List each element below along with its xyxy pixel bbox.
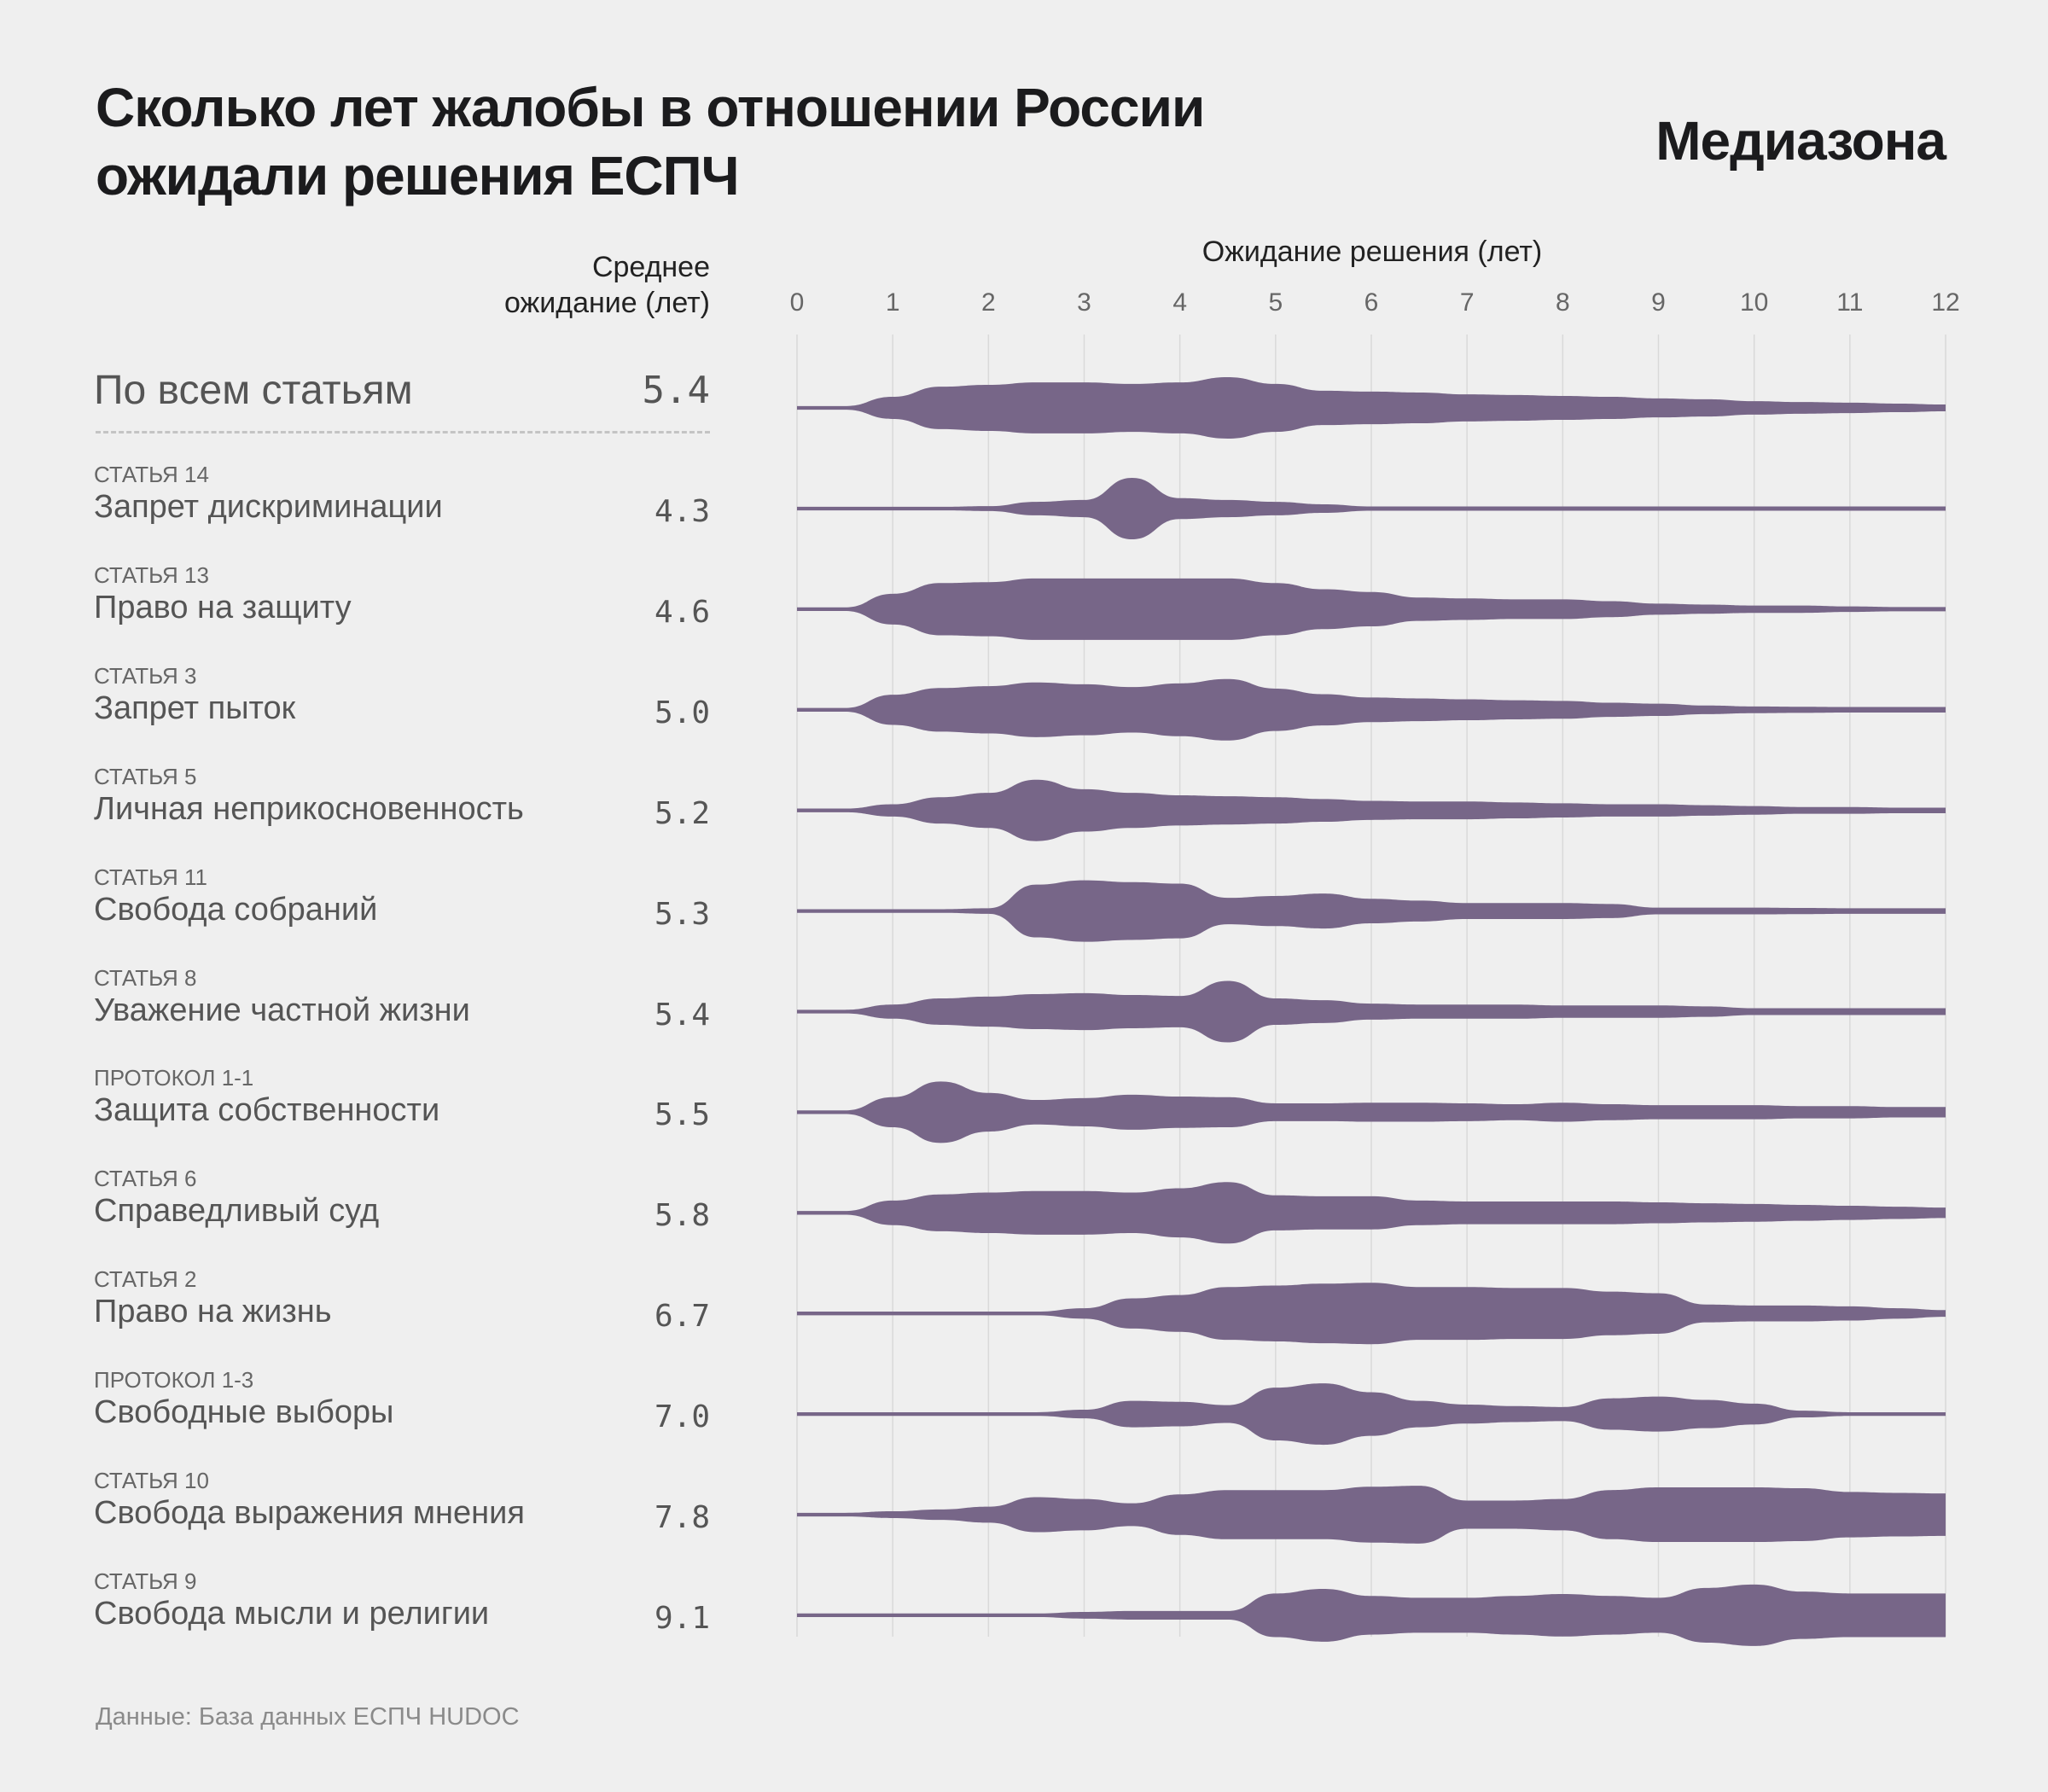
row-label: СТАТЬЯ 2 Право на жизнь (94, 1266, 623, 1331)
gridlines (796, 335, 1946, 1637)
row-label: СТАТЬЯ 3 Запрет пыток (94, 663, 623, 728)
x-tick-label: 0 (789, 288, 805, 317)
row-label: СТАТЬЯ 11 Свобода собраний (94, 864, 623, 929)
x-tick-label: 12 (1931, 288, 1960, 317)
row-category: СТАТЬЯ 9 (94, 1568, 197, 1594)
violin-series (797, 1081, 1946, 1143)
x-tick-label: 7 (1459, 288, 1475, 317)
row-mean-value: 5.4 (654, 997, 710, 1033)
x-axis-title: Ожидание решения (лет) (1201, 236, 1543, 268)
row-label: СТАТЬЯ 8 Уважение частной жизни (94, 965, 623, 1030)
violins (797, 377, 1946, 1646)
row-mean-value: 5.2 (654, 795, 710, 831)
x-tick-label: 9 (1651, 288, 1666, 317)
row-label: СТАТЬЯ 10 Свобода выражения мнения (94, 1468, 623, 1533)
violin-series (797, 1283, 1946, 1345)
x-tick-label: 2 (980, 288, 996, 317)
row-category: СТАТЬЯ 14 (94, 462, 209, 487)
row-category: ПРОТОКОЛ 1-3 (94, 1367, 254, 1393)
violin-series (797, 1486, 1946, 1544)
x-tick-label: 11 (1836, 288, 1864, 317)
row-mean-value: 5.5 (654, 1097, 710, 1133)
row-category: СТАТЬЯ 3 (94, 662, 197, 689)
violin-series (797, 779, 1946, 841)
row-name: Личная неприкосновенность (94, 790, 524, 827)
row-mean-value: 5.8 (654, 1198, 710, 1234)
row-label: СТАТЬЯ 13 Право на защиту (94, 562, 623, 627)
row-mean-value: 6.7 (654, 1299, 710, 1335)
dashed-divider (96, 431, 710, 433)
row-category: СТАТЬЯ 13 (94, 561, 209, 588)
row-name: Свобода выражения мнения (94, 1495, 525, 1531)
row-mean-value: 7.8 (654, 1500, 710, 1535)
row-category: СТАТЬЯ 2 (94, 1266, 197, 1293)
mean-header-line-2: ожидание (лет) (504, 287, 710, 319)
row-category: ПРОТОКОЛ 1-1 (94, 1065, 254, 1091)
mediazona-logo: Медиазона (1655, 110, 1946, 172)
row-category: СТАТЬЯ 10 (94, 1468, 209, 1493)
row-label: СТАТЬЯ 5 Личная неприкосновенность (94, 764, 623, 829)
row-name: Справедливый суд (94, 1193, 380, 1230)
mean-column-header: Среднее ожидание (лет) (369, 249, 710, 321)
violin-series (797, 1584, 1946, 1646)
violin-series (797, 478, 1946, 539)
row-name: Право на жизнь (94, 1294, 332, 1330)
row-name: Запрет пыток (94, 689, 296, 726)
mean-header-line-1: Среднее (591, 251, 710, 283)
row-label: ПРОТОКОЛ 1-3 Свободные выборы (94, 1367, 623, 1432)
x-tick-label: 3 (1077, 288, 1091, 317)
row-category: СТАТЬЯ 8 (94, 964, 197, 991)
row-mean-value: 5.0 (654, 695, 710, 730)
row-name: Запрет дискриминации (94, 489, 443, 525)
violin-series (797, 578, 1946, 640)
overall-label: По всем статьям (94, 368, 413, 413)
row-category: СТАТЬЯ 11 (94, 864, 208, 890)
row-name: Свобода мысли и религии (94, 1595, 490, 1632)
row-mean-value: 5.3 (654, 896, 710, 932)
row-mean-value: 9.1 (654, 1600, 710, 1636)
x-tick-label: 10 (1739, 288, 1769, 317)
title-line-2: ожидали решения ЕСПЧ (96, 145, 740, 207)
row-category: СТАТЬЯ 5 (94, 763, 197, 789)
x-tick-label: 4 (1172, 288, 1187, 317)
row-name: Свобода собраний (94, 891, 378, 928)
row-label: СТАТЬЯ 6 Справедливый суд (94, 1166, 623, 1231)
overall-mean: 5.4 (642, 369, 710, 412)
source-note: Данные: База данных ЕСПЧ HUDOC (96, 1703, 520, 1731)
chart-title: Сколько лет жалобы в отношении России ож… (96, 73, 1341, 210)
violin-series (797, 980, 1946, 1043)
title-line-1: Сколько лет жалобы в отношении России (96, 77, 1205, 138)
row-mean-value: 4.6 (654, 594, 710, 630)
x-tick-label: 6 (1364, 288, 1379, 317)
violin-series (797, 1383, 1946, 1446)
row-mean-value: 4.3 (654, 494, 710, 529)
row-name: Право на защиту (94, 589, 352, 625)
x-tick-label: 5 (1268, 288, 1283, 317)
row-label: СТАТЬЯ 9 Свобода мысли и религии (94, 1568, 623, 1633)
violin-series (797, 1182, 1946, 1244)
x-tick-label: 1 (885, 288, 900, 317)
x-tick-label: 8 (1555, 288, 1570, 317)
row-label: ПРОТОКОЛ 1-1 Защита собственности (94, 1065, 623, 1130)
row-name: Защита собственности (94, 1092, 440, 1129)
row-label: СТАТЬЯ 14 Запрет дискриминации (94, 462, 623, 527)
row-mean-value: 7.0 (654, 1399, 710, 1435)
row-category: СТАТЬЯ 6 (94, 1166, 197, 1192)
violin-series (797, 678, 1946, 741)
violin-overall (797, 377, 1946, 439)
violin-series (797, 880, 1946, 942)
row-name: Свободные выборы (94, 1394, 394, 1431)
row-name: Уважение частной жизни (94, 992, 470, 1028)
